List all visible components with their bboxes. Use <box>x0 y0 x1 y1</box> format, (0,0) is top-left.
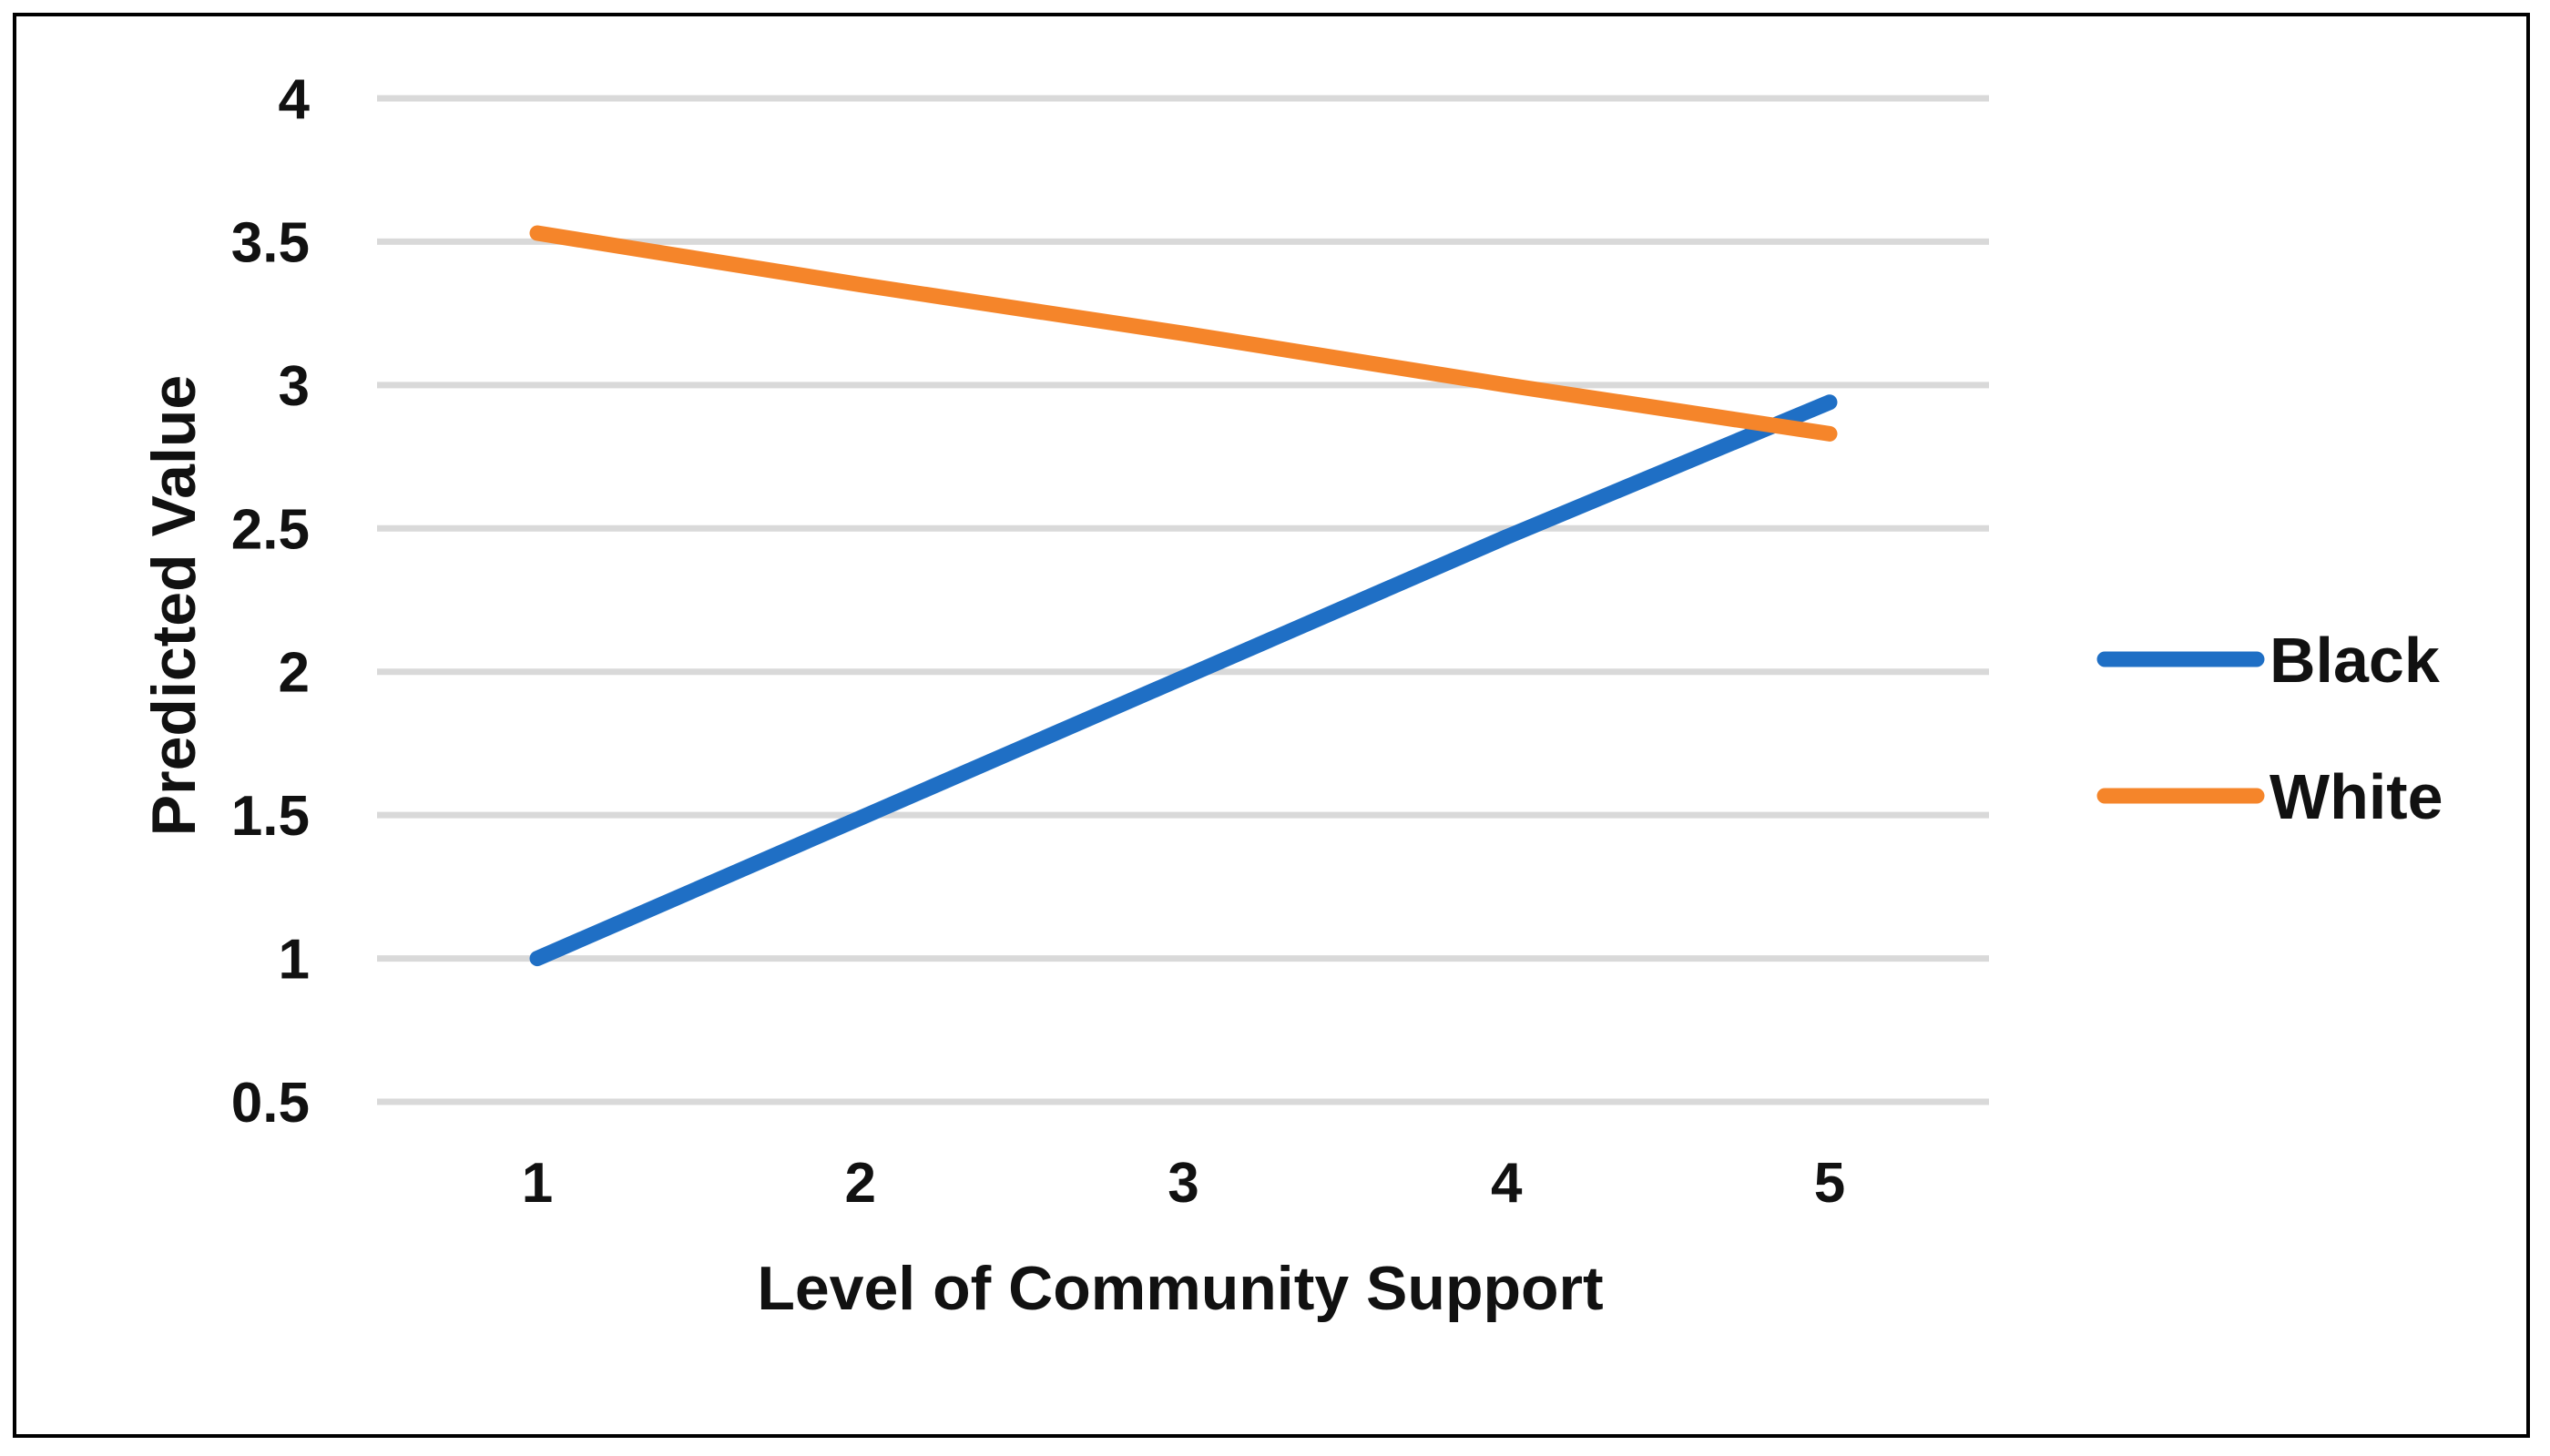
y-tick-labels: 0.5 1 1.5 2 2.5 3 3.5 4 <box>231 68 311 1135</box>
x-tick-label: 3 <box>1168 1152 1198 1215</box>
y-tick-label: 0.5 <box>231 1072 310 1135</box>
line-chart: 0.5 1 1.5 2 2.5 3 3.5 4 1 2 3 4 5 Predicted Value L… <box>139 68 2443 1323</box>
gridlines <box>377 95 1989 1105</box>
series-lines <box>529 225 1838 967</box>
y-tick-label: 3 <box>279 355 310 418</box>
y-tick-label: 1 <box>279 929 310 992</box>
y-tick-label: 2 <box>279 642 310 705</box>
x-tick-label: 4 <box>1491 1152 1523 1215</box>
chart-frame: 0.5 1 1.5 2 2.5 3 3.5 4 1 2 3 4 5 Predicted Value L… <box>13 13 2530 1438</box>
x-tick-label: 5 <box>1814 1152 1845 1215</box>
x-tick-label: 2 <box>845 1152 876 1215</box>
legend-label-white: White <box>2270 761 2443 832</box>
x-tick-label: 1 <box>522 1152 553 1215</box>
y-tick-label: 4 <box>279 68 311 131</box>
legend-label-black: Black <box>2270 625 2440 696</box>
y-axis-label: Predicted Value <box>139 375 209 836</box>
series-line-black <box>529 394 1838 967</box>
x-axis-label: Level of Community Support <box>757 1254 1603 1323</box>
y-tick-label: 1.5 <box>231 785 310 848</box>
y-tick-label: 2.5 <box>231 498 310 561</box>
series-line-white <box>529 225 1838 442</box>
legend: Black White <box>2096 625 2443 832</box>
x-tick-labels: 1 2 3 4 5 <box>522 1152 1845 1215</box>
y-tick-label: 3.5 <box>231 211 310 274</box>
